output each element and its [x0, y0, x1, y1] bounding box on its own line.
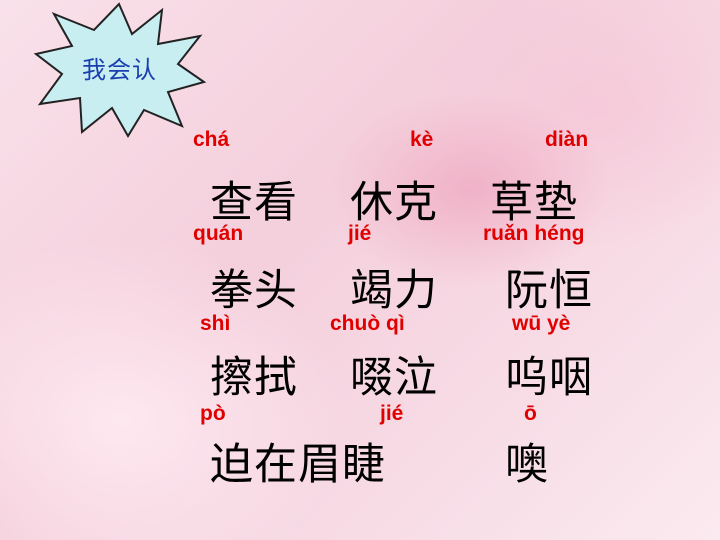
word-wuye: 呜咽 [505, 353, 593, 403]
pinyin-o: ō [524, 402, 537, 425]
pinyin-quan: quán [193, 222, 244, 245]
pinyin-po: pò [200, 402, 226, 425]
word-o: 噢 [505, 440, 549, 490]
word-quantou: 拳头 [210, 266, 298, 316]
word-cashi: 擦拭 [210, 353, 298, 403]
pinyin-wu-ye: wū yè [512, 312, 571, 335]
word-caodian: 草垫 [490, 178, 578, 228]
word-chuoqi: 啜泣 [350, 353, 438, 403]
starburst-icon [33, 2, 207, 138]
starburst-badge: 我会认 [32, 0, 207, 138]
badge-title: 我会认 [82, 56, 157, 84]
pinyin-ruan-heng: ruǎn héng [483, 222, 585, 245]
pinyin-jie: jié [348, 222, 372, 245]
word-jieli: 竭力 [350, 266, 438, 316]
word-ruanheng: 阮恒 [505, 266, 593, 316]
word-chakan: 查看 [210, 178, 298, 228]
pinyin-cha: chá [193, 128, 230, 151]
pinyin-dian: diàn [545, 128, 589, 151]
word-xiuke: 休克 [350, 178, 438, 228]
pinyin-ke: kè [410, 128, 434, 151]
pinyin-chuo-qi: chuò qì [330, 312, 405, 335]
word-pozaimeijie: 迫在眉睫 [210, 440, 386, 490]
pinyin-jie-2: jié [380, 402, 404, 425]
pinyin-shi: shì [200, 312, 231, 335]
